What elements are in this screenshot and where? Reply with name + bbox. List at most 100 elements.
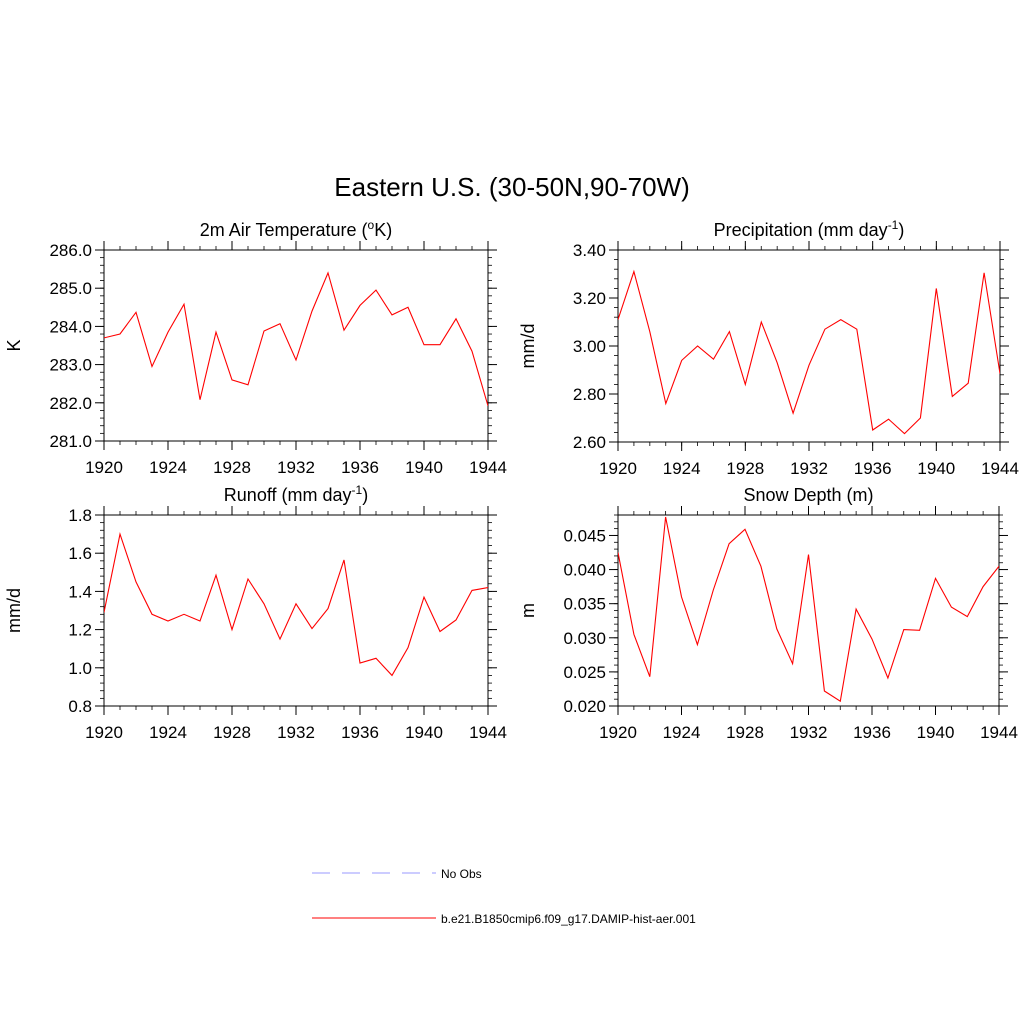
data-point	[295, 359, 296, 360]
data-point	[967, 616, 968, 617]
data-point	[183, 614, 184, 615]
x-tick-label: 1932	[277, 723, 315, 742]
data-point	[343, 559, 344, 560]
series-line	[618, 516, 999, 703]
data-point	[263, 603, 264, 604]
plot-frame	[617, 249, 1001, 443]
y-tick-label: 1.8	[68, 506, 92, 525]
x-tick-label: 1924	[663, 723, 701, 742]
x-tick-label: 1920	[599, 459, 637, 478]
data-point	[649, 676, 650, 677]
data-point	[247, 578, 248, 579]
data-point	[407, 647, 408, 648]
data-point	[327, 272, 328, 273]
y-tick-label: 282.0	[49, 394, 92, 413]
data-point	[887, 677, 888, 678]
data-point	[840, 319, 841, 320]
x-tick-label: 1924	[149, 458, 187, 477]
plot-frame	[617, 514, 1000, 707]
panel-title: Precipitation (mm day-1)	[714, 218, 905, 240]
panel-title: 2m Air Temperature (oK)	[200, 218, 392, 240]
data-point	[871, 639, 872, 640]
data-point	[103, 337, 104, 338]
chart-panel-2: 2.60 2.80 3.00 3.20 3.40 1920 1924 1928 1932 1936…	[518, 218, 1019, 478]
y-tick-label: 3.20	[573, 289, 606, 308]
x-tick-label: 1928	[726, 459, 764, 478]
x-tick-label: 1928	[213, 458, 251, 477]
data-point	[697, 644, 698, 645]
data-point	[199, 620, 200, 621]
legend-label: b.e21.B1850cmip6.f09_g17.DAMIP-hist-aer.…	[441, 912, 696, 926]
data-point	[999, 373, 1000, 374]
data-point	[231, 629, 232, 630]
y-axis-label: mm/d	[4, 588, 24, 633]
y-tick-label: 0.8	[68, 697, 92, 716]
legend: No Obs b.e21.B1850cmip6.f09_g17.DAMIP-his…	[312, 867, 696, 926]
data-point	[343, 330, 344, 331]
data-point	[744, 529, 745, 530]
x-tick-label: 1944	[469, 723, 507, 742]
data-point	[808, 554, 809, 555]
y-tick-label: 2.60	[573, 433, 606, 452]
data-point	[840, 701, 841, 702]
data-point	[151, 614, 152, 615]
data-point	[487, 587, 488, 588]
data-point	[649, 331, 650, 332]
data-point	[119, 534, 120, 535]
x-tick-label: 1940	[405, 723, 443, 742]
data-point	[904, 433, 905, 434]
data-point	[423, 344, 424, 345]
x-tick-label: 1936	[341, 723, 379, 742]
data-point	[998, 566, 999, 567]
panel-title: Snow Depth (m)	[743, 485, 873, 505]
x-tick-label: 1944	[469, 458, 507, 477]
data-point	[359, 662, 360, 663]
series-line	[104, 531, 488, 677]
y-tick-label: 1.6	[68, 544, 92, 563]
data-point	[952, 396, 953, 397]
y-tick-label: 0.035	[563, 595, 606, 614]
data-point	[135, 312, 136, 313]
data-point	[231, 379, 232, 380]
y-tick-label: 2.80	[573, 385, 606, 404]
x-tick-label: 1940	[405, 458, 443, 477]
data-point	[665, 516, 666, 517]
data-point	[279, 639, 280, 640]
y-tick-label: 0.030	[563, 629, 606, 648]
x-tick-label: 1932	[790, 723, 828, 742]
data-point	[872, 429, 873, 430]
x-tick-label: 1940	[917, 459, 955, 478]
data-point	[167, 332, 168, 333]
data-point	[455, 619, 456, 620]
y-axis-label: K	[4, 339, 24, 351]
series-line	[104, 271, 488, 407]
data-point	[391, 675, 392, 676]
x-tick-label: 1932	[277, 458, 315, 477]
y-tick-label: 1.4	[68, 582, 92, 601]
data-point	[471, 351, 472, 352]
data-point	[119, 333, 120, 334]
x-tick-label: 1940	[917, 723, 955, 742]
y-tick-label: 284.0	[49, 317, 92, 336]
data-point	[617, 552, 618, 553]
data-point	[199, 399, 200, 400]
x-tick-label: 1936	[854, 459, 892, 478]
x-tick-label: 1944	[980, 723, 1018, 742]
data-point	[951, 606, 952, 607]
x-tick-label: 1924	[663, 459, 701, 478]
series-line	[618, 269, 1000, 435]
data-point	[681, 360, 682, 361]
y-tick-label: 3.00	[573, 337, 606, 356]
data-point	[423, 597, 424, 598]
y-tick-label: 1.2	[68, 621, 92, 640]
data-point	[359, 305, 360, 306]
data-point	[983, 586, 984, 587]
data-point	[167, 620, 168, 621]
y-axis-label: m	[518, 603, 538, 618]
data-point	[633, 634, 634, 635]
figure-title: Eastern U.S. (30-50N,90-70W)	[334, 172, 689, 202]
data-point	[968, 383, 969, 384]
chart-panel-3: 0.8 1.0 1.2 1.4 1.6 1.8 1920 1924 1928 1932 1936 19…	[4, 483, 507, 742]
x-tick-label: 1920	[599, 723, 637, 742]
